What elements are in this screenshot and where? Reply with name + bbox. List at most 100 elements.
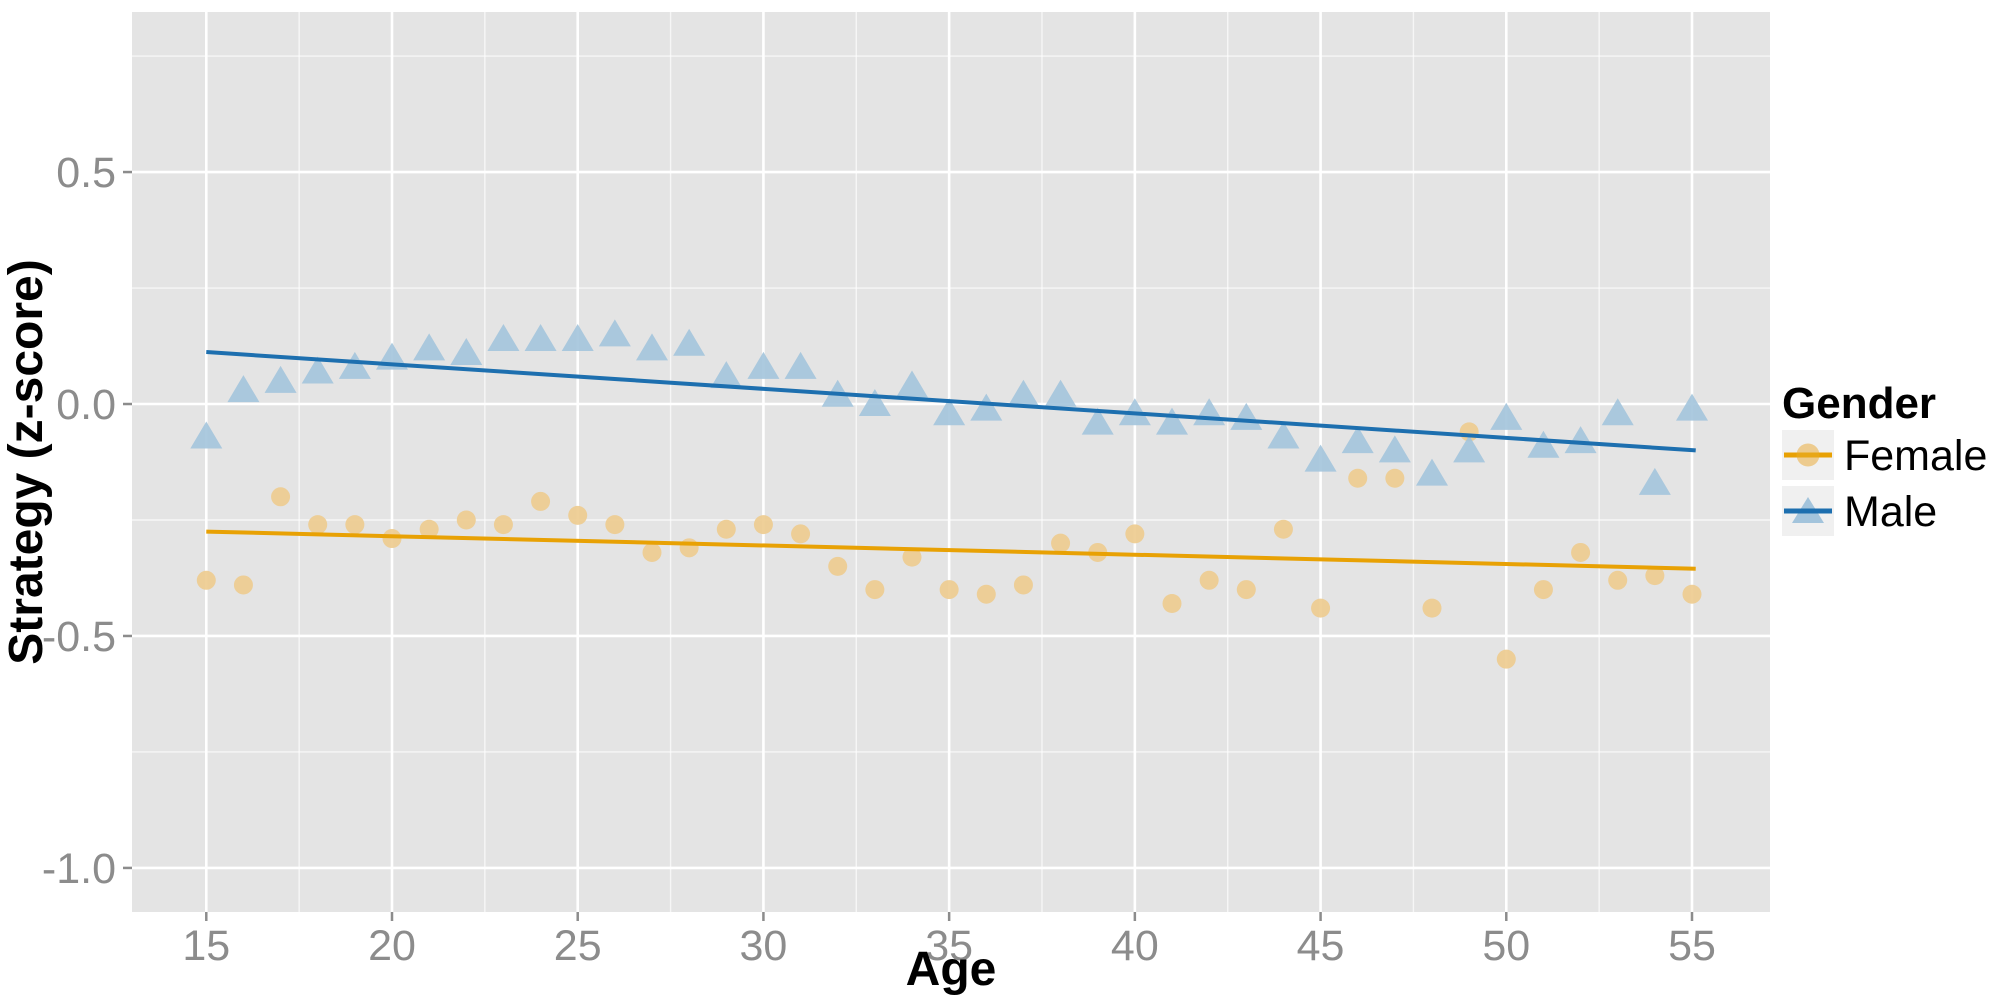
data-point-female [865, 580, 885, 600]
data-point-male [1676, 393, 1708, 421]
data-point-female [1311, 598, 1331, 618]
data-point-male [487, 324, 520, 352]
x-tick-label: 50 [1482, 922, 1530, 970]
data-point-male [1601, 398, 1634, 426]
data-point-female [1533, 580, 1553, 600]
y-tick-label: -0.5 [42, 613, 116, 661]
data-point-female [939, 580, 959, 600]
data-point-male [450, 337, 483, 365]
x-tick-label: 15 [182, 922, 230, 970]
data-point-female [1013, 575, 1033, 595]
data-point-female [1571, 542, 1591, 562]
data-point-female [1125, 524, 1145, 544]
trend-lines [206, 350, 1696, 571]
data-point-male [561, 324, 594, 352]
data-point-female [976, 584, 996, 604]
data-point-male [264, 365, 297, 393]
gridlines-major [132, 12, 1770, 912]
data-point-male [1304, 444, 1337, 472]
data-point-male [1081, 407, 1114, 435]
data-point-male [227, 375, 260, 403]
data-point-female [1162, 593, 1182, 613]
data-point-female [753, 515, 773, 535]
x-tick-label: 35 [925, 922, 973, 970]
data-point-male [338, 351, 371, 379]
data-point-male [710, 361, 743, 389]
y-axis-title: Strategy (z-score) [0, 259, 53, 664]
data-point-female [1645, 566, 1665, 586]
data-point-female [1682, 584, 1702, 604]
data-point-female [791, 524, 811, 544]
data-point-female [1236, 580, 1256, 600]
data-point-male [1378, 435, 1411, 463]
data-point-female [605, 515, 625, 535]
data-point-male [1341, 426, 1374, 454]
data-point-female [419, 519, 439, 539]
data-point-female [1385, 468, 1405, 488]
plot-panel [132, 12, 1770, 912]
data-points [190, 319, 1708, 669]
data-point-male [858, 389, 891, 417]
data-point-male [413, 333, 446, 361]
data-point-male [747, 351, 780, 379]
data-point-female [493, 515, 513, 535]
data-point-male [1416, 458, 1448, 486]
data-point-female [196, 570, 216, 590]
data-point-female [679, 538, 699, 558]
x-axis-title: Age [906, 943, 997, 996]
data-point-male [598, 319, 631, 347]
data-point-female [456, 510, 476, 530]
axis-ticks-and-labels: 15 20 25 30 35 40 45 50 55 0.5 0.0 -0.5 -1.0 [42, 149, 1716, 970]
data-point-male [636, 333, 668, 361]
legend-entry-female: Female [1782, 430, 1987, 480]
data-point-female [642, 542, 662, 562]
legend-label-female: Female [1844, 432, 1987, 480]
data-point-male [1527, 430, 1560, 458]
data-point-male [673, 328, 706, 356]
data-point-female [716, 519, 736, 539]
legend-label-male: Male [1844, 488, 1937, 536]
data-point-male [970, 393, 1003, 421]
x-tick-label: 40 [1111, 922, 1159, 970]
data-point-male [1044, 379, 1077, 407]
legend: Gender Female Male [1782, 379, 1987, 536]
trend-line-male [206, 350, 1696, 453]
data-point-female [308, 515, 328, 535]
data-point-female [568, 505, 588, 525]
x-tick-label: 55 [1668, 922, 1716, 970]
data-point-male [933, 398, 966, 426]
data-point-male [1564, 426, 1597, 454]
data-point-male [784, 351, 817, 379]
data-point-male [524, 324, 557, 352]
x-tick-label: 20 [368, 922, 416, 970]
data-point-male [896, 370, 928, 398]
data-point-male [301, 356, 334, 384]
y-tick-label: 0.0 [56, 381, 116, 429]
data-point-male [1490, 402, 1523, 430]
y-tick-label: 0.5 [56, 149, 116, 197]
legend-title: Gender [1782, 379, 1936, 428]
data-point-female [345, 515, 365, 535]
data-point-female [1422, 598, 1442, 618]
data-point-female [1051, 533, 1071, 553]
data-point-male [190, 421, 223, 449]
data-point-female [902, 547, 922, 567]
data-point-female [531, 491, 551, 511]
data-point-male [1156, 407, 1188, 435]
legend-entry-male: Male [1782, 486, 1937, 536]
data-point-male [1007, 379, 1040, 407]
x-tick-label: 30 [740, 922, 788, 970]
data-point-male [1638, 467, 1671, 495]
x-tick-label: 45 [1297, 922, 1345, 970]
data-point-female [1348, 468, 1368, 488]
data-point-female [1273, 519, 1293, 539]
x-tick-label: 25 [554, 922, 602, 970]
data-point-male [1453, 435, 1486, 463]
data-point-female [1608, 570, 1628, 590]
data-point-female [828, 556, 848, 576]
y-tick-label: -1.0 [42, 845, 116, 893]
gridlines-minor [132, 12, 1770, 912]
trend-line-female [206, 529, 1696, 571]
